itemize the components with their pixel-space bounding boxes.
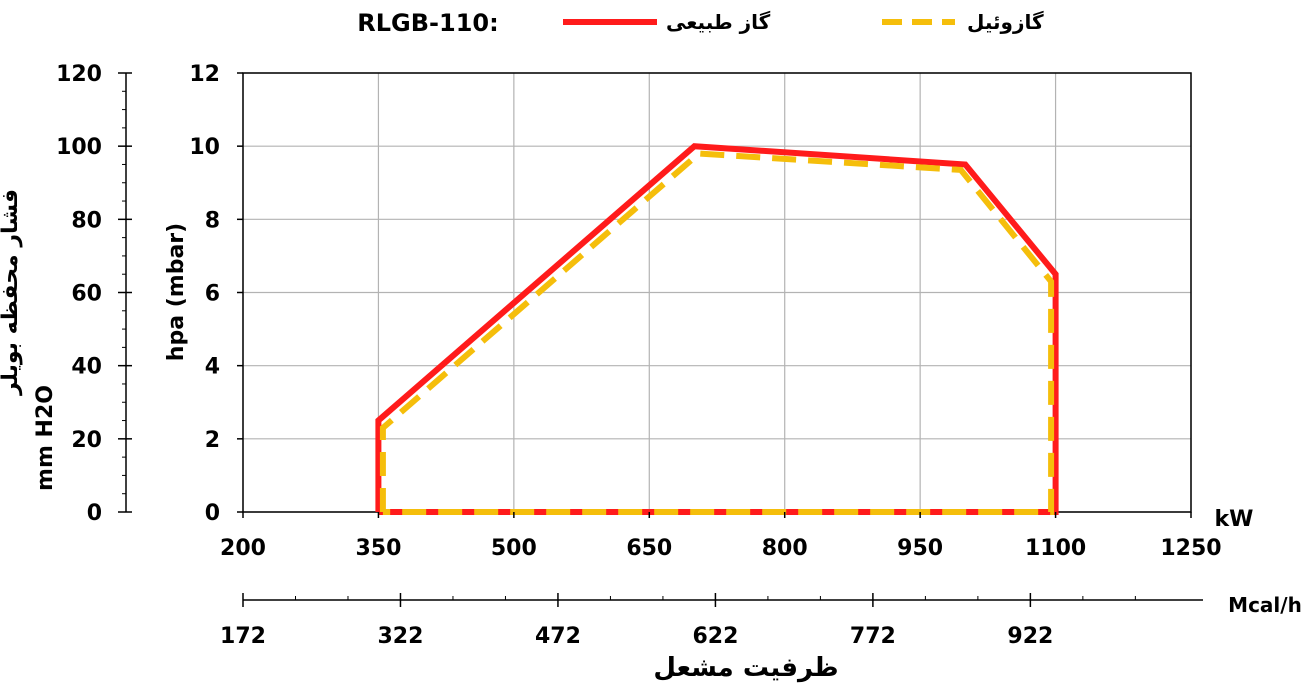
x-axis-ticks: 200 350 500 650 800 950 1100 1250 (220, 512, 1222, 561)
secondary-x-tick-label: 472 (535, 624, 581, 649)
x-tick-label: 1250 (1160, 536, 1221, 561)
y-tick-label: 0 (205, 501, 220, 526)
secondary-x-tick-label: 322 (378, 624, 424, 649)
secondary-y-axis: 0 20 40 60 80 100 120 (56, 62, 132, 526)
secondary-y-tick-label: 0 (87, 501, 102, 526)
y-axis-label: hpa (mbar) (164, 223, 189, 361)
y-tick-label: 12 (189, 62, 220, 87)
chart-title: RLGB-110: (357, 9, 498, 37)
x-tick-label: 1100 (1025, 536, 1086, 561)
x-tick-label: 650 (626, 536, 672, 561)
legend-gas-label: گاز طبیعی (666, 10, 771, 34)
secondary-y-axis-unit: mm H2O (33, 385, 58, 491)
series-layer (375, 143, 1059, 515)
y-tick-label: 8 (205, 208, 220, 233)
x-tick-label: 500 (491, 536, 537, 561)
secondary-x-axis-title: ظرفیت مشعل (653, 653, 838, 683)
secondary-y-tick-label: 120 (56, 62, 102, 87)
secondary-x-tick-label: 172 (220, 624, 266, 649)
secondary-x-tick-label: 772 (850, 624, 896, 649)
y-tick-label: 2 (205, 428, 220, 453)
secondary-x-tick-label: 922 (1007, 624, 1053, 649)
x-tick-label: 350 (355, 536, 401, 561)
y-tick-label: 10 (189, 135, 220, 160)
x-tick-label: 800 (762, 536, 808, 561)
secondary-y-tick-label: 20 (71, 428, 102, 453)
secondary-y-tick-label: 80 (71, 208, 102, 233)
secondary-x-axis: 172 322 472 622 772 922 (220, 593, 1203, 649)
secondary-y-tick-label: 100 (56, 135, 102, 160)
series-diesel-line (379, 150, 1055, 515)
series-gas-line (375, 143, 1059, 515)
x-tick-label: 950 (897, 536, 943, 561)
y-tick-label: 4 (205, 355, 220, 380)
secondary-y-tick-label: 60 (71, 282, 102, 307)
secondary-y-tick-label: 40 (71, 355, 102, 380)
legend-diesel-label: گازوئیل (967, 10, 1044, 34)
x-axis-unit: kW (1215, 507, 1254, 532)
secondary-y-axis-title: فشار محفظه بویلر (0, 189, 23, 396)
secondary-x-axis-unit: Mcal/h (1228, 593, 1302, 617)
x-tick-label: 200 (220, 536, 266, 561)
y-tick-label: 6 (205, 282, 220, 307)
y-axis-ticks: 0 2 4 6 8 10 12 (189, 62, 243, 526)
secondary-x-tick-label: 622 (692, 624, 738, 649)
